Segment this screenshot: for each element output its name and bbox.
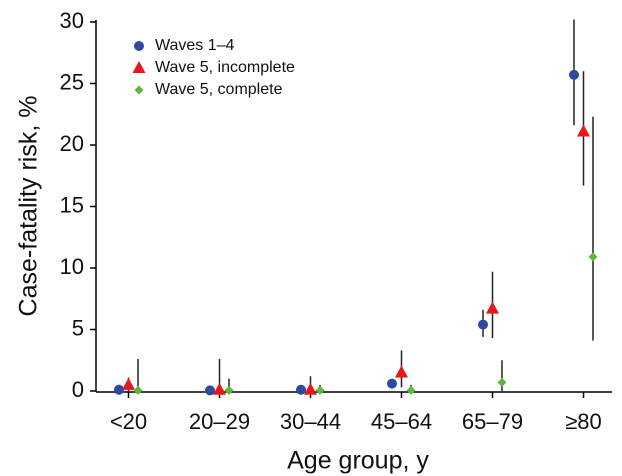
legend-marker bbox=[132, 61, 146, 73]
y-tick-label: 25 bbox=[60, 69, 84, 94]
data-point bbox=[406, 385, 416, 395]
y-tick-label: 15 bbox=[60, 192, 84, 217]
data-point bbox=[213, 382, 226, 395]
x-tick-label: 30–44 bbox=[280, 409, 341, 434]
legend-label: Wave 5, complete bbox=[155, 81, 283, 98]
x-tick-label: ≥80 bbox=[565, 409, 602, 434]
data-point bbox=[315, 385, 325, 395]
x-tick-label: 45–64 bbox=[371, 409, 432, 434]
x-tick-label: <20 bbox=[110, 409, 147, 434]
data-point bbox=[569, 69, 579, 80]
x-tick-label: 20–29 bbox=[189, 409, 250, 434]
legend-marker bbox=[134, 41, 144, 51]
y-tick-label: 20 bbox=[60, 131, 84, 156]
data-point bbox=[478, 319, 488, 330]
x-axis-label: Age group, y bbox=[287, 447, 429, 475]
y-tick-label: 0 bbox=[72, 377, 84, 402]
data-point bbox=[588, 252, 598, 262]
data-point bbox=[296, 384, 306, 395]
legend-label: Waves 1–4 bbox=[155, 37, 235, 54]
y-tick-label: 30 bbox=[60, 8, 84, 33]
data-point bbox=[497, 377, 507, 387]
data-point bbox=[577, 124, 590, 137]
data-point bbox=[395, 365, 408, 378]
data-point bbox=[205, 385, 215, 396]
data-point bbox=[133, 385, 143, 395]
data-point bbox=[304, 382, 317, 395]
y-axis-label: Case-fatality risk, % bbox=[15, 96, 43, 317]
data-point bbox=[486, 301, 499, 314]
legend-label: Wave 5, incomplete bbox=[155, 59, 295, 76]
data-point bbox=[387, 378, 397, 389]
legend-marker bbox=[134, 85, 144, 95]
y-tick-label: 10 bbox=[60, 254, 84, 279]
y-tick-label: 5 bbox=[72, 315, 84, 340]
x-tick-label: 65–79 bbox=[462, 409, 523, 434]
data-point bbox=[122, 377, 135, 390]
data-point bbox=[114, 384, 124, 395]
data-point bbox=[224, 385, 234, 395]
